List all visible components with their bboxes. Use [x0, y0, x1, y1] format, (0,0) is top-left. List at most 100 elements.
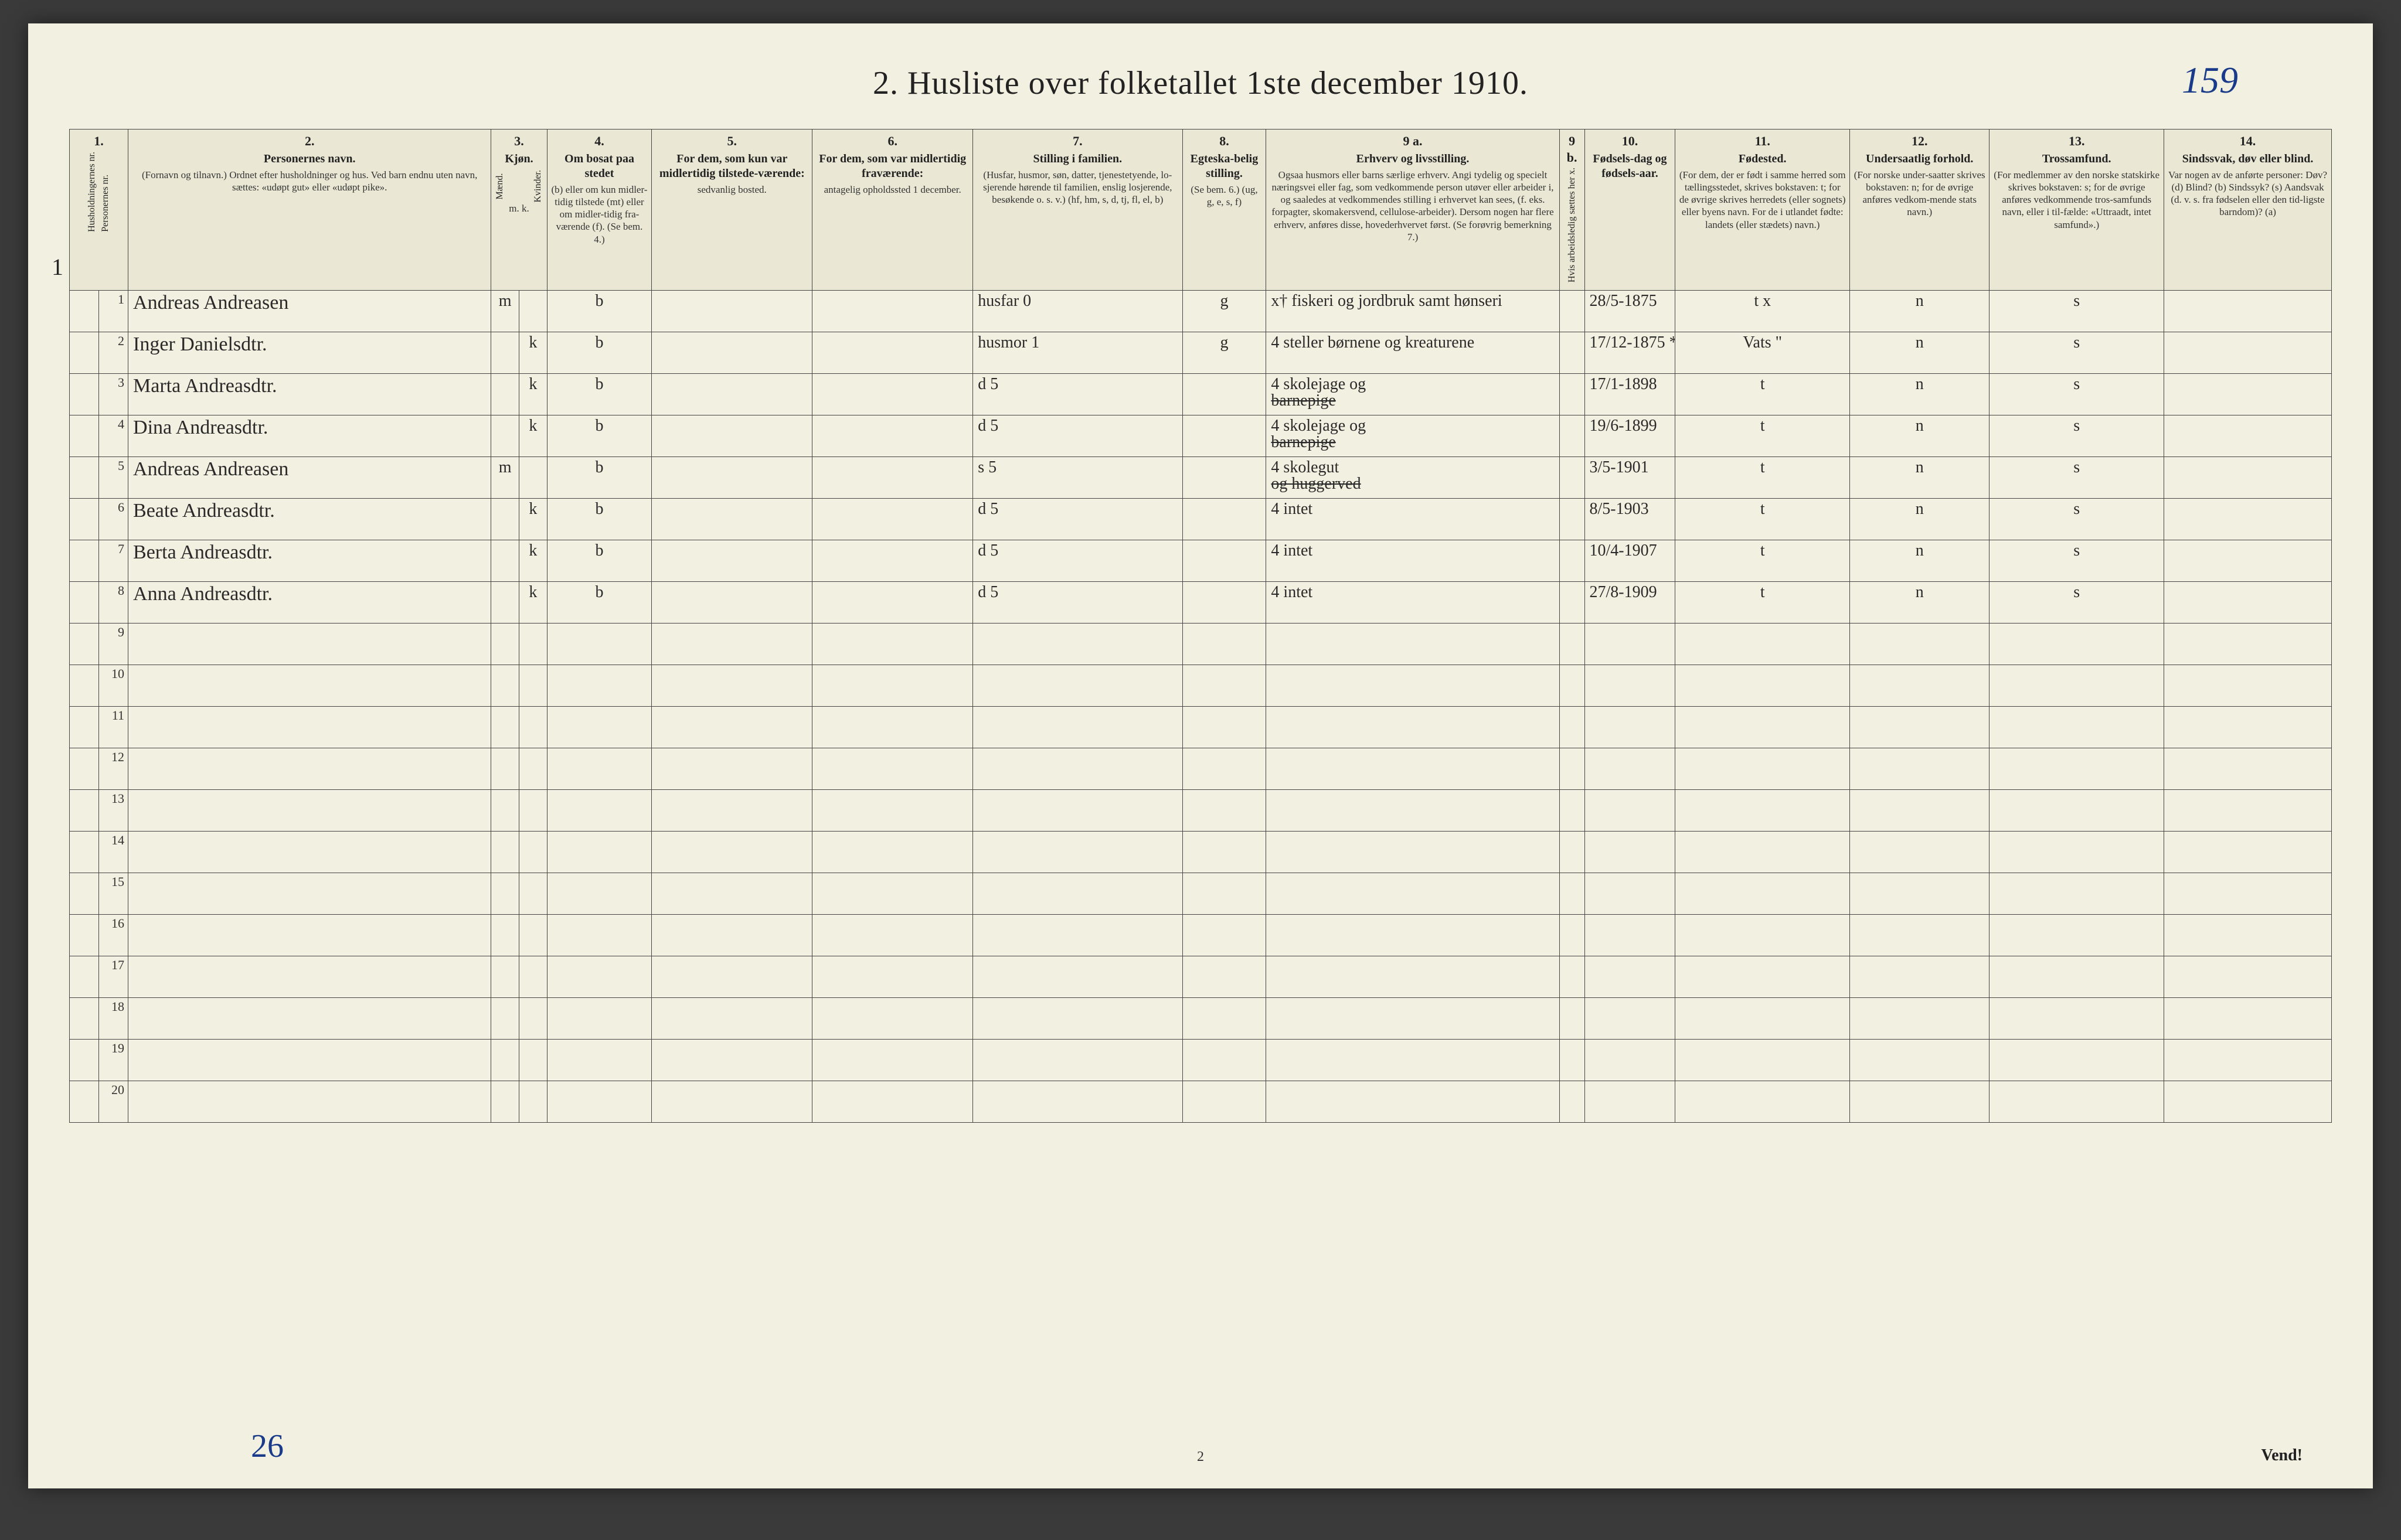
- cell: [1850, 1039, 1990, 1081]
- cell: [547, 748, 652, 789]
- cell: [973, 1081, 1182, 1122]
- cell: [2164, 748, 2332, 789]
- cell: [70, 623, 99, 665]
- table-row: 2Inger Danielsdtr.kbhusmor 1g4 steller b…: [70, 332, 2332, 373]
- cell: [812, 665, 973, 706]
- cell-occupation: 4 intet: [1266, 498, 1559, 540]
- cell: 19: [99, 1039, 128, 1081]
- cell: s: [1990, 498, 2164, 540]
- cell: [973, 873, 1182, 914]
- col-3-sub-k: Kvinder.: [533, 170, 543, 203]
- cell: [2164, 540, 2332, 581]
- col-13-head: Trossamfund.: [1993, 152, 2160, 166]
- cell: [70, 1039, 99, 1081]
- cell: b: [547, 332, 652, 373]
- cell: s: [1990, 290, 2164, 332]
- col-10-head: Fødsels-dag og fødsels-aar.: [1589, 152, 1672, 181]
- cell: 19/6-1899: [1584, 415, 1675, 456]
- col-3-num: 3.: [495, 133, 543, 149]
- cell: s 5: [973, 456, 1182, 498]
- cell-occupation: 4 skolejage ogbarnepige: [1266, 415, 1559, 456]
- col-11-num: 11.: [1679, 133, 1846, 149]
- cell: n: [1850, 290, 1990, 332]
- cell: 10: [99, 665, 128, 706]
- cell: [491, 748, 519, 789]
- cell: [1559, 665, 1584, 706]
- cell: t: [1675, 540, 1850, 581]
- cell: [547, 873, 652, 914]
- cell: n: [1850, 332, 1990, 373]
- cell: [1675, 1039, 1850, 1081]
- cell: [547, 1039, 652, 1081]
- cell: k: [519, 540, 547, 581]
- cell: g: [1182, 332, 1266, 373]
- cell: [70, 1081, 99, 1122]
- cell: [491, 706, 519, 748]
- cell: [652, 498, 812, 540]
- col-2-head: Personernes navn.: [132, 152, 487, 166]
- table-row: 4Dina Andreasdtr.kbd 54 skolejage ogbarn…: [70, 415, 2332, 456]
- cell: [519, 873, 547, 914]
- cell: [652, 456, 812, 498]
- cell: [1182, 415, 1266, 456]
- cell: [812, 956, 973, 997]
- cell: [491, 831, 519, 873]
- col-6-header: 6. For dem, som var midlertidig fraværen…: [812, 130, 973, 291]
- cell: 1: [99, 290, 128, 332]
- cell: [652, 914, 812, 956]
- cell: [1559, 498, 1584, 540]
- cell: [2164, 415, 2332, 456]
- col-13-num: 13.: [1993, 133, 2160, 149]
- col-4-header: 4. Om bosat paa stedet (b) eller om kun …: [547, 130, 652, 291]
- col-9a-header: 9 a. Erhverv og livsstilling. Ogsaa husm…: [1266, 130, 1559, 291]
- cell: [1584, 997, 1675, 1039]
- table-row: 15: [70, 873, 2332, 914]
- cell: [519, 456, 547, 498]
- cell: [519, 997, 547, 1039]
- cell: [973, 956, 1182, 997]
- col-11-sub: (For dem, der er født i samme herred som…: [1679, 169, 1846, 231]
- cell: 3: [99, 373, 128, 415]
- cell: [1675, 997, 1850, 1039]
- col-8-num: 8.: [1186, 133, 1263, 149]
- cell: [652, 706, 812, 748]
- col-14-sub: Var nogen av de anførte personer: Døv? (…: [2168, 169, 2328, 219]
- cell: [1675, 914, 1850, 956]
- cell: [519, 914, 547, 956]
- table-row: 14: [70, 831, 2332, 873]
- cell: [1584, 873, 1675, 914]
- cell: [1182, 1081, 1266, 1122]
- cell: [519, 1039, 547, 1081]
- cell: [128, 956, 491, 997]
- cell: [70, 706, 99, 748]
- cell: [1850, 1081, 1990, 1122]
- cell: [1266, 706, 1559, 748]
- cell: [1990, 789, 2164, 831]
- cell: [1266, 1081, 1559, 1122]
- cell: [1559, 581, 1584, 623]
- cell: [70, 914, 99, 956]
- cell: [1559, 623, 1584, 665]
- cell: [70, 332, 99, 373]
- cell: [1559, 831, 1584, 873]
- cell: [812, 831, 973, 873]
- cell: [519, 623, 547, 665]
- cell: [1584, 1039, 1675, 1081]
- cell: [1559, 706, 1584, 748]
- col-3-head: Kjøn.: [495, 152, 543, 166]
- table-row: 1Andreas Andreasenmbhusfar 0gx† fiskeri …: [70, 290, 2332, 332]
- col-3-header: 3. Kjøn. Mænd. Kvinder. m. k.: [491, 130, 547, 291]
- cell: [812, 332, 973, 373]
- cell: [128, 748, 491, 789]
- cell: [1850, 789, 1990, 831]
- col-2-sub: (Fornavn og tilnavn.) Ordnet efter husho…: [132, 169, 487, 194]
- cell: [652, 1039, 812, 1081]
- cell: 16: [99, 914, 128, 956]
- cell: [128, 873, 491, 914]
- cell: [2164, 373, 2332, 415]
- cell: [1675, 1081, 1850, 1122]
- table-row: 18: [70, 997, 2332, 1039]
- cell: [491, 415, 519, 456]
- cell: [812, 373, 973, 415]
- cell: [1584, 706, 1675, 748]
